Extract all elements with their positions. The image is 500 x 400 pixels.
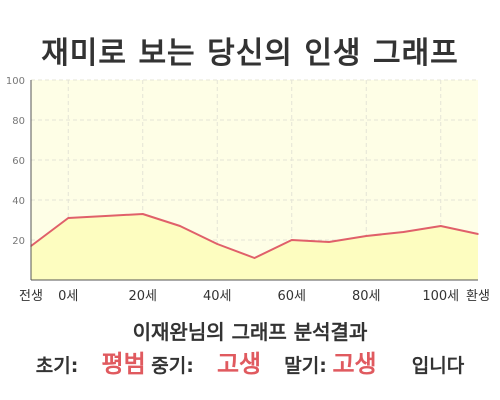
y-tick-label: 100 [6, 76, 25, 87]
mid-label: 중기: [151, 355, 194, 377]
data-point [402, 231, 405, 233]
analysis-subtitle: 이재완님의 그래프 분석결과 [132, 320, 368, 344]
x-tick-label: 80세 [352, 289, 381, 304]
early-value: 평범 [101, 350, 146, 378]
ending-text: 입니다 [411, 355, 465, 377]
early-label: 초기: [35, 355, 79, 377]
data-point [328, 241, 330, 243]
x-tick-label: 100세 [422, 289, 459, 304]
data-point [365, 235, 368, 237]
late-label: 말기: [284, 355, 327, 377]
x-tick-label: 40세 [203, 289, 232, 304]
data-point [141, 213, 144, 215]
life-chart: 20 40 60 80 100 전생 0세 20세 40세 60세 80세 100세 환생 [6, 76, 490, 304]
x-tick-label: 환생 [466, 289, 490, 304]
y-tick-label: 60 [12, 156, 25, 167]
x-tick-label: 60세 [277, 289, 306, 304]
data-point [179, 225, 181, 227]
data-point [67, 217, 70, 219]
x-tick-label: 전생 [19, 289, 43, 304]
late-value: 고생 [332, 350, 377, 378]
x-tick-label: 0세 [58, 289, 78, 304]
axes [30, 80, 478, 281]
summary-line: 초기: 평범 중기: 고생 말기: 고생 입니다 [0, 344, 500, 379]
data-point [104, 215, 107, 217]
area-layer [30, 213, 479, 280]
data-point [253, 257, 256, 259]
page-title: 재미로 보는 당신의 인생 그래프 [41, 36, 459, 71]
tick-labels: 20 40 60 80 100 전생 0세 20세 40세 60세 80세 100세 환생 [6, 76, 490, 304]
y-tick-label: 20 [12, 236, 25, 247]
mid-value: 고생 [216, 350, 262, 378]
area-fill [31, 214, 478, 280]
data-point [477, 233, 479, 235]
data-point [216, 243, 219, 245]
data-point [290, 239, 293, 241]
y-tick-label: 80 [12, 116, 25, 127]
data-point [439, 225, 442, 227]
x-tick-label: 20세 [128, 289, 157, 304]
y-tick-label: 40 [12, 196, 25, 207]
